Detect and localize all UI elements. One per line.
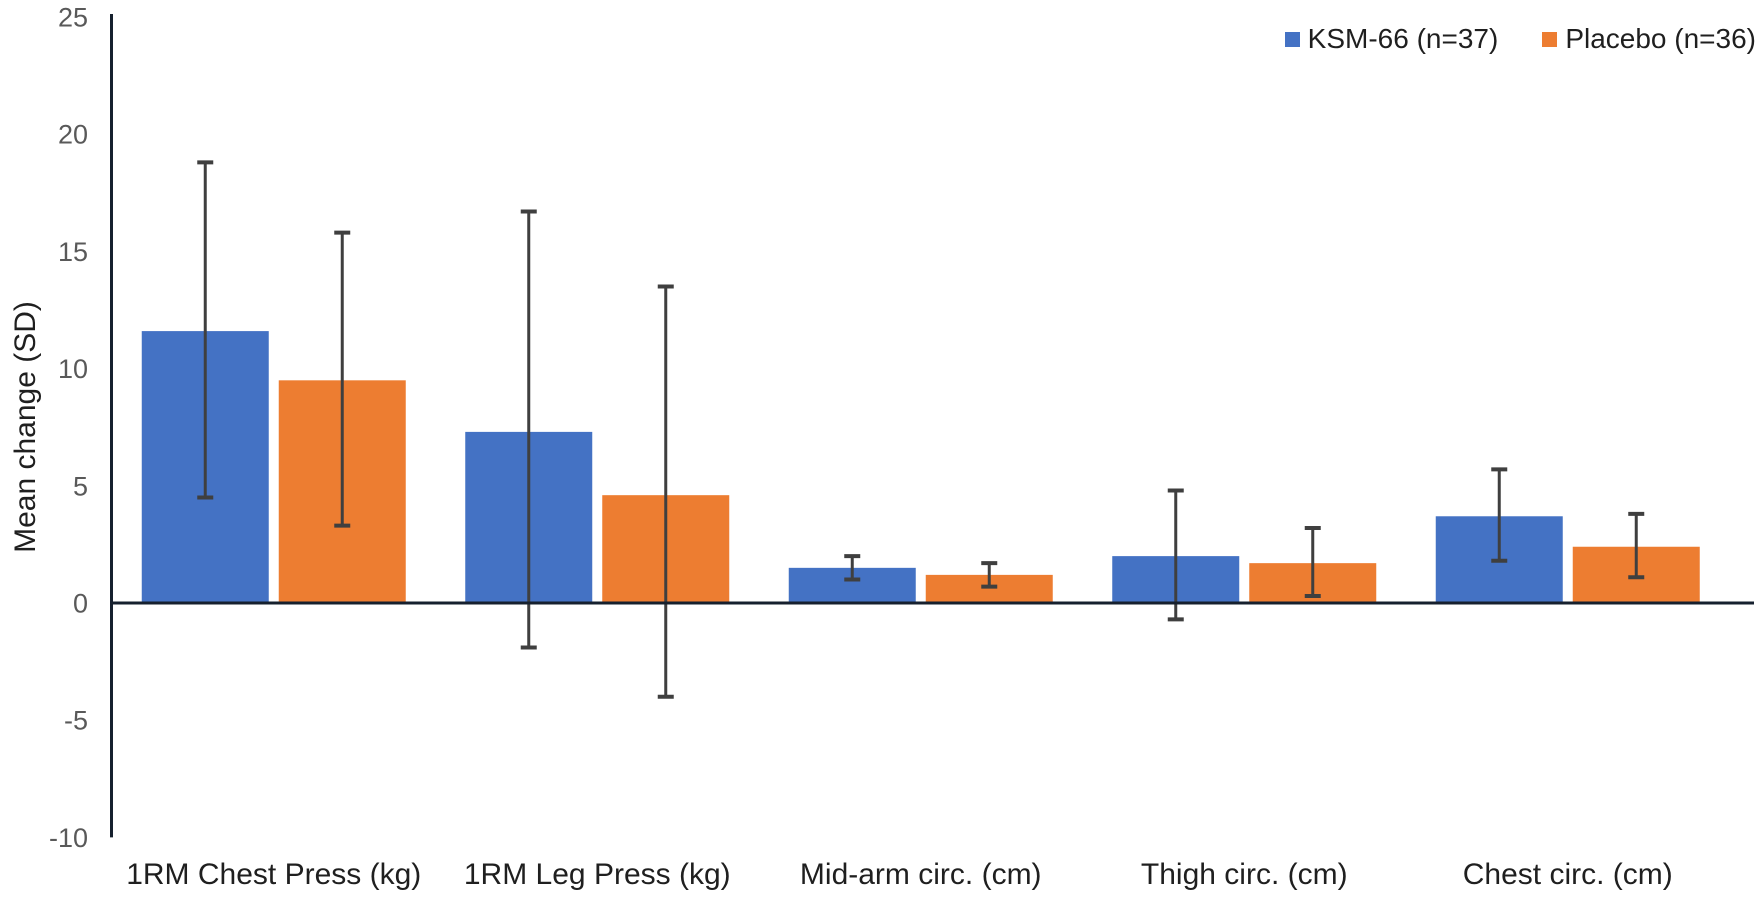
legend-label-placebo: Placebo (n=36) <box>1565 23 1756 54</box>
legend: KSM-66 (n=37) Placebo (n=36) <box>1284 20 1756 58</box>
legend-item-ksm66: KSM-66 (n=37) <box>1284 23 1499 55</box>
y-tick-label--5: -5 <box>64 706 88 736</box>
y-tick-label-25: 25 <box>58 2 88 32</box>
legend-label-ksm66: KSM-66 (n=37) <box>1307 23 1499 54</box>
ksm66-swatch-icon <box>1284 31 1300 47</box>
y-tick-label-5: 5 <box>73 471 88 501</box>
y-tick-label-10: 10 <box>58 354 88 384</box>
x-category-label-0: 1RM Chest Press (kg) <box>126 858 421 891</box>
x-category-label-3: Thigh circ. (cm) <box>1141 858 1348 891</box>
placebo-swatch-icon <box>1542 31 1558 47</box>
legend-item-placebo: Placebo (n=36) <box>1542 23 1756 55</box>
x-category-label-4: Chest circ. (cm) <box>1463 858 1673 891</box>
y-axis-title: Mean change (SD) <box>9 301 42 553</box>
y-tick-label-20: 20 <box>58 120 88 150</box>
y-tick-label--10: -10 <box>49 823 88 853</box>
y-tick-label-0: 0 <box>73 588 88 618</box>
x-category-label-2: Mid-arm circ. (cm) <box>800 858 1042 891</box>
x-category-label-1: 1RM Leg Press (kg) <box>464 858 731 891</box>
y-tick-label-15: 15 <box>58 237 88 267</box>
